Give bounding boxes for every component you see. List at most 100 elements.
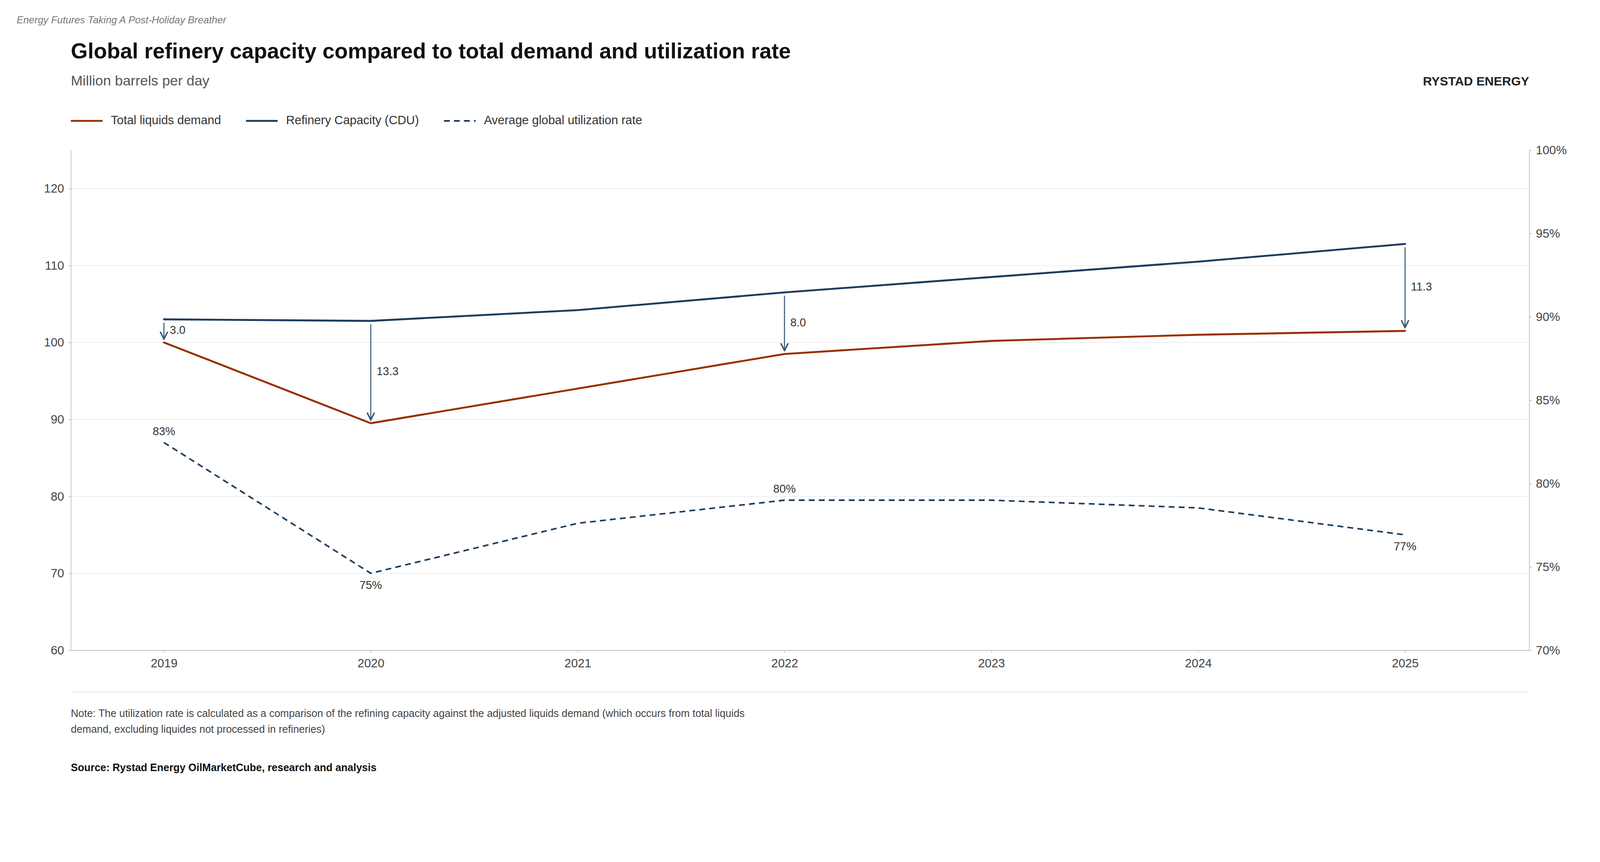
footer: Note: The utilization rate is calculated… — [70, 691, 1530, 773]
note: Note: The utilization rate is calculated… — [70, 707, 745, 735]
y-tick: 80 — [50, 489, 71, 503]
point-annotation: 75% — [359, 578, 383, 592]
grid-line — [70, 188, 1530, 189]
gap-arrow — [784, 295, 786, 351]
grid-line — [70, 419, 1530, 420]
gap-arrow — [370, 324, 372, 420]
y-tick-mark — [68, 188, 71, 189]
gap-label: 3.0 — [169, 323, 186, 337]
x-tick-mark — [784, 650, 785, 653]
point-annotation: 77% — [1393, 540, 1417, 553]
y2-tick-label: 100% — [1535, 143, 1567, 157]
x-tick: 2019 — [150, 650, 178, 670]
legend-item: Total liquids demand — [70, 113, 221, 127]
y2-tick-label: 95% — [1535, 226, 1560, 240]
y2-tick-label: 70% — [1535, 643, 1560, 657]
y2-tick: 95% — [1529, 226, 1560, 240]
x-axis: 2019 2020 2021 2022 2023 2024 2025 — [71, 650, 1530, 670]
note-line: Note: The utilization rate is calculated… — [70, 707, 745, 719]
y2-tick-label: 85% — [1535, 393, 1560, 407]
y2-tick: 80% — [1529, 476, 1560, 490]
legend-label: Average global utilization rate — [483, 113, 643, 127]
y-axis: 60 70 80 90 100 110 120 — [44, 150, 72, 657]
legend-label: Refinery Capacity (CDU) — [285, 113, 419, 127]
y2-tick-mark — [1529, 566, 1532, 568]
y2-tick-label: 80% — [1535, 476, 1560, 490]
y-tick-mark — [68, 419, 71, 420]
x-tick-mark — [370, 650, 372, 653]
x-tick-label: 2021 — [564, 656, 592, 670]
plot: 2019 2020 2021 2022 2023 2024 2025 60 70 80 90 100 1… — [44, 143, 1568, 670]
legend: Total liquids demand Refinery Capacity (C… — [70, 113, 643, 127]
separator — [70, 691, 1530, 693]
y2-tick: 85% — [1529, 393, 1560, 407]
legend-swatch — [443, 120, 476, 122]
x-tick-label: 2023 — [977, 656, 1005, 670]
annotations: 3.013.38.011.383%75%80%77% — [152, 247, 1432, 591]
y2-tick-label: 90% — [1535, 310, 1560, 324]
y-axis-line — [70, 150, 72, 651]
x-axis-line — [71, 650, 1530, 651]
y2-tick-mark — [1529, 233, 1532, 234]
point-annotation: 83% — [152, 425, 175, 438]
y-tick: 120 — [44, 181, 71, 195]
x-tick-label: 2025 — [1391, 656, 1419, 670]
grid-line — [70, 650, 1530, 651]
y-tick-label: 90 — [50, 412, 65, 426]
supra-title: Energy Futures Taking A Post-Holiday Bre… — [16, 14, 227, 26]
legend-item: Refinery Capacity (CDU) — [245, 113, 419, 127]
legend-swatch — [70, 120, 103, 123]
y-tick-label: 120 — [44, 181, 65, 195]
chart: Energy Futures Taking A Post-Holiday Bre… — [0, 0, 1600, 862]
y-tick-label: 110 — [45, 258, 65, 273]
y-tick-mark — [68, 265, 71, 266]
y2-axis: 70% 75% 80% 85% 90% 95% 100% — [1529, 143, 1567, 657]
x-tick: 2021 — [564, 650, 592, 670]
x-tick-mark — [1405, 650, 1406, 653]
series-lines — [163, 243, 1405, 573]
y-tick: 60 — [50, 643, 71, 657]
y2-tick-mark — [1529, 316, 1532, 318]
x-tick-mark — [577, 650, 578, 653]
grid-line — [70, 572, 1530, 574]
gap-label: 8.0 — [790, 316, 807, 329]
x-tick-label: 2020 — [357, 656, 385, 670]
x-tick-mark — [1198, 650, 1199, 653]
grid-line — [70, 495, 1530, 497]
x-tick: 2025 — [1391, 650, 1419, 670]
x-tick: 2020 — [357, 650, 385, 670]
x-tick: 2023 — [977, 650, 1005, 670]
y-tick-mark — [68, 572, 71, 574]
x-tick-label: 2022 — [771, 656, 799, 670]
legend-label: Total liquids demand — [110, 113, 221, 127]
y-tick-mark — [68, 496, 71, 497]
y2-tick-label: 75% — [1535, 560, 1560, 574]
grid-line — [70, 342, 1530, 343]
header: Energy Futures Taking A Post-Holiday Bre… — [16, 14, 1530, 89]
gap-arrow — [163, 322, 165, 339]
x-tick: 2022 — [771, 650, 799, 670]
subtitle: Million barrels per day — [70, 72, 210, 89]
y2-tick-mark — [1529, 400, 1532, 401]
background — [0, 0, 1600, 862]
y-tick: 90 — [50, 412, 71, 426]
x-tick-mark — [991, 650, 992, 653]
gap-arrow — [1404, 247, 1406, 328]
y-tick-label: 80 — [50, 489, 65, 503]
y-tick: 70 — [50, 566, 71, 580]
gap-label: 11.3 — [1410, 280, 1433, 293]
gap-label: 13.3 — [376, 365, 399, 378]
grid — [70, 188, 1530, 650]
y2-tick: 70% — [1529, 643, 1560, 657]
y-tick-mark — [68, 342, 71, 343]
y-tick-label: 100 — [44, 335, 65, 349]
title: Global refinery capacity compared to tot… — [70, 38, 791, 63]
y-tick: 100 — [44, 335, 71, 349]
legend-swatch — [245, 120, 278, 123]
y2-tick-mark — [1529, 150, 1532, 151]
x-tick-label: 2024 — [1185, 656, 1213, 670]
y2-tick-mark — [1529, 650, 1532, 651]
y2-tick: 100% — [1529, 143, 1567, 157]
y2-tick-mark — [1529, 483, 1532, 484]
y-tick-label: 60 — [50, 643, 65, 657]
